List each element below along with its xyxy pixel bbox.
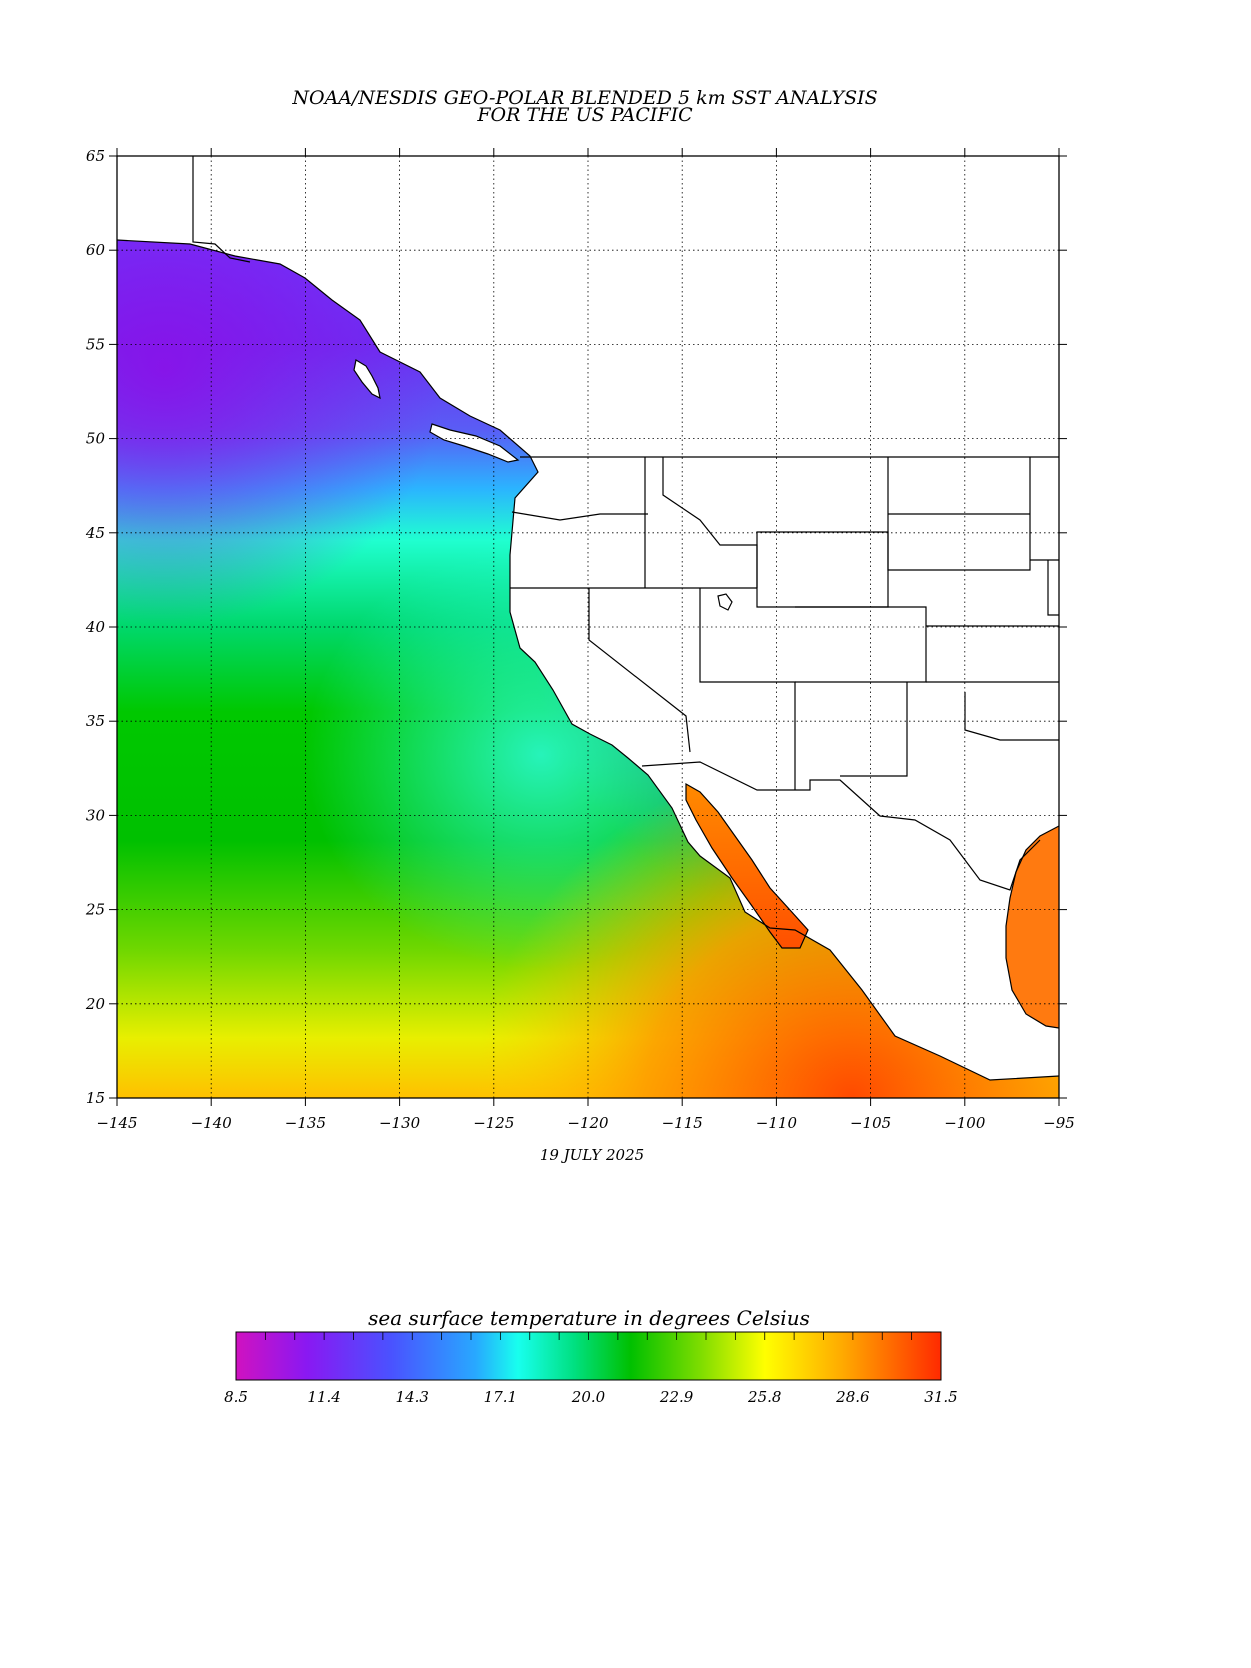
colorbar-ticks: [264, 1332, 913, 1340]
analysis-date: 19 JULY 2025: [540, 1146, 644, 1164]
washington-oregon-border: [511, 511, 648, 521]
map-title-line1: NOAA/NESDIS GEO-POLAR BLENDED 5 km SST A…: [291, 87, 877, 109]
lat-tick-label: 40: [85, 618, 106, 636]
colorbar-label: 8.5: [224, 1388, 248, 1406]
latitude-tick-labels: 65 60 55 50 45 40 35 30 25 20 15: [85, 147, 106, 1107]
great-salt-lake: [717, 593, 733, 611]
lat-tick-label: 55: [86, 335, 105, 353]
utah-colorado: [699, 588, 796, 790]
colorbar-label: 25.8: [747, 1388, 781, 1406]
colorado-box: [795, 606, 927, 683]
colorbar-label: 28.6: [835, 1388, 870, 1406]
colorbar-title: sea surface temperature in degrees Celsi…: [368, 1306, 810, 1330]
lon-tick-label: −125: [473, 1114, 514, 1132]
lon-tick-label: −105: [850, 1114, 891, 1132]
mn-border: [1030, 559, 1059, 616]
lon-tick-label: −120: [567, 1114, 609, 1132]
lat-tick-label: 30: [86, 806, 106, 824]
lon-tick-label: −145: [96, 1114, 137, 1132]
lon-tick-label: −135: [285, 1114, 326, 1132]
colorbar-label: 20.0: [571, 1388, 606, 1406]
lon-tick-label: −140: [191, 1114, 233, 1132]
lat-tick-label: 50: [86, 430, 106, 448]
lat-tick-label: 20: [85, 995, 106, 1013]
lon-tick-label: −110: [756, 1114, 798, 1132]
colorbar-label: 14.3: [396, 1388, 429, 1406]
colorbar-label: 22.9: [659, 1388, 694, 1406]
us-mexico-border: [641, 761, 1041, 891]
new-mexico: [840, 682, 908, 777]
lon-tick-label: −130: [379, 1114, 421, 1132]
lat-tick-label: 65: [86, 147, 105, 165]
lat-tick-label: 60: [86, 241, 106, 259]
longitude-tick-labels: −145 −140 −135 −130 −125 −120 −115 −110 −105 −100…: [96, 1114, 1074, 1132]
lat-tick-label: 15: [86, 1089, 105, 1107]
colorbar-labels: 8.5 11.4 14.3 17.1 20.0 22.9 25.8 28.6 31.5: [224, 1388, 958, 1406]
lon-tick-label: −115: [662, 1114, 703, 1132]
lat-tick-label: 35: [86, 712, 105, 730]
bc-coast-islands: [353, 359, 520, 463]
coastline: [117, 239, 1059, 1081]
colorbar-label: 17.1: [484, 1388, 517, 1406]
lon-tick-label: −100: [944, 1114, 986, 1132]
axis-ticks: [109, 148, 1067, 1106]
map-title-line2: FOR THE US PACIFIC: [476, 104, 693, 126]
california-nevada-border: [588, 588, 691, 753]
lon-tick-label: −95: [1043, 1114, 1075, 1132]
colorbar-label: 31.5: [924, 1388, 957, 1406]
colorbar-label: 11.4: [307, 1388, 340, 1406]
lat-tick-label: 45: [85, 524, 105, 542]
land-outlines: [117, 156, 1059, 1081]
sst-field: [117, 240, 1059, 1098]
gulf-of-mexico-coast: [1005, 825, 1059, 1029]
gulf-of-california-coast: [685, 782, 809, 949]
alaska-border: [192, 156, 251, 263]
lat-tick-label: 25: [85, 901, 105, 919]
